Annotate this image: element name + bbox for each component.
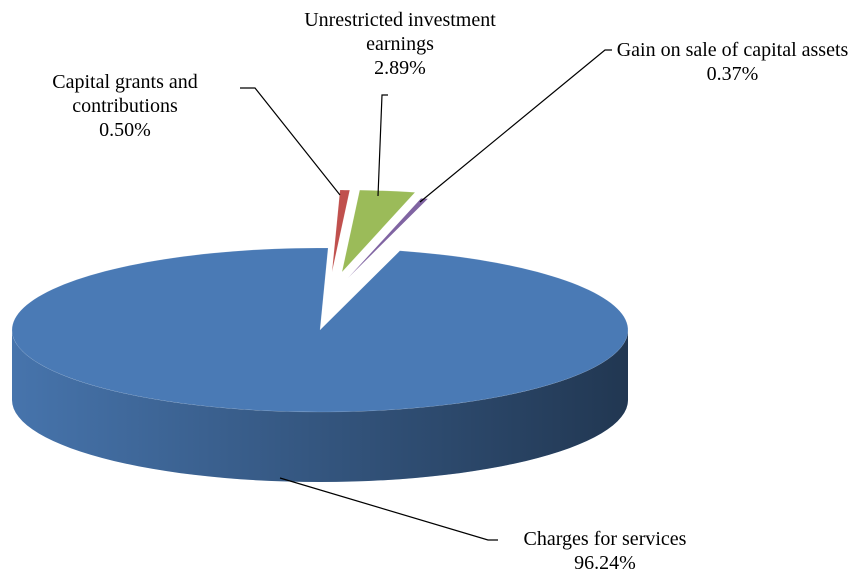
slice-top xyxy=(341,189,416,273)
slice-top xyxy=(331,189,351,273)
category-label: Charges for services xyxy=(523,528,687,550)
leader-line xyxy=(240,87,341,196)
leader-line xyxy=(419,49,612,203)
category-label: Capital grants and contributions xyxy=(52,71,198,117)
pie-slice xyxy=(11,247,629,482)
category-label: Unrestricted investment earnings xyxy=(304,9,496,55)
slice-side-shade xyxy=(12,330,628,482)
slice-label: Charges for services 96.24% xyxy=(480,527,730,575)
leader-line xyxy=(377,94,388,197)
leader-line xyxy=(279,477,498,541)
value-label: 2.89% xyxy=(374,57,426,79)
slice-label: Unrestricted investment earnings 2.89% xyxy=(270,8,530,80)
pie-slice xyxy=(341,189,416,273)
slice-label: Gain on sale of capital assets 0.37% xyxy=(610,38,855,86)
value-label: 0.37% xyxy=(706,63,759,85)
pie-slice xyxy=(331,189,351,273)
value-label: 96.24% xyxy=(574,552,636,574)
slice-top xyxy=(11,247,629,413)
slice-label: Capital grants and contributions 0.50% xyxy=(10,70,240,142)
value-label: 0.50% xyxy=(99,119,151,141)
category-label: Gain on sale of capital assets xyxy=(616,39,849,61)
